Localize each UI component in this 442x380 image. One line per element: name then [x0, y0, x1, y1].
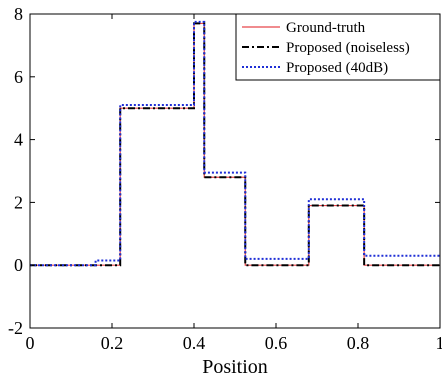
y-tick-label: 6	[14, 67, 23, 87]
legend-label-3: Proposed (40dB)	[286, 60, 388, 76]
x-axis-title: Position	[202, 356, 268, 378]
legend-label-2: Proposed (noiseless)	[286, 40, 410, 56]
x-tick-label: 0.6	[265, 333, 288, 353]
y-tick-label: -2	[8, 318, 23, 338]
x-tick-label: 0.4	[183, 333, 206, 353]
legend-label-1: Ground-truth	[286, 20, 366, 36]
plot-frame	[29, 13, 441, 329]
legend-box	[235, 13, 441, 81]
series-line-3	[30, 20, 440, 267]
y-tick-label: 4	[14, 130, 23, 150]
plot-series-group	[30, 20, 440, 267]
x-tick-label: 0	[26, 333, 35, 353]
series-line-2	[30, 22, 440, 267]
x-tick-label: 0.2	[101, 333, 124, 353]
legend: Ground-truth Proposed (noiseless) Proposed…	[235, 13, 441, 81]
y-tick-label: 8	[14, 4, 23, 24]
x-tick-label: 0.8	[347, 333, 370, 353]
x-tick-label: 1	[436, 333, 442, 353]
y-tick-label: 0	[14, 255, 23, 275]
y-tick-label: 2	[14, 192, 23, 212]
